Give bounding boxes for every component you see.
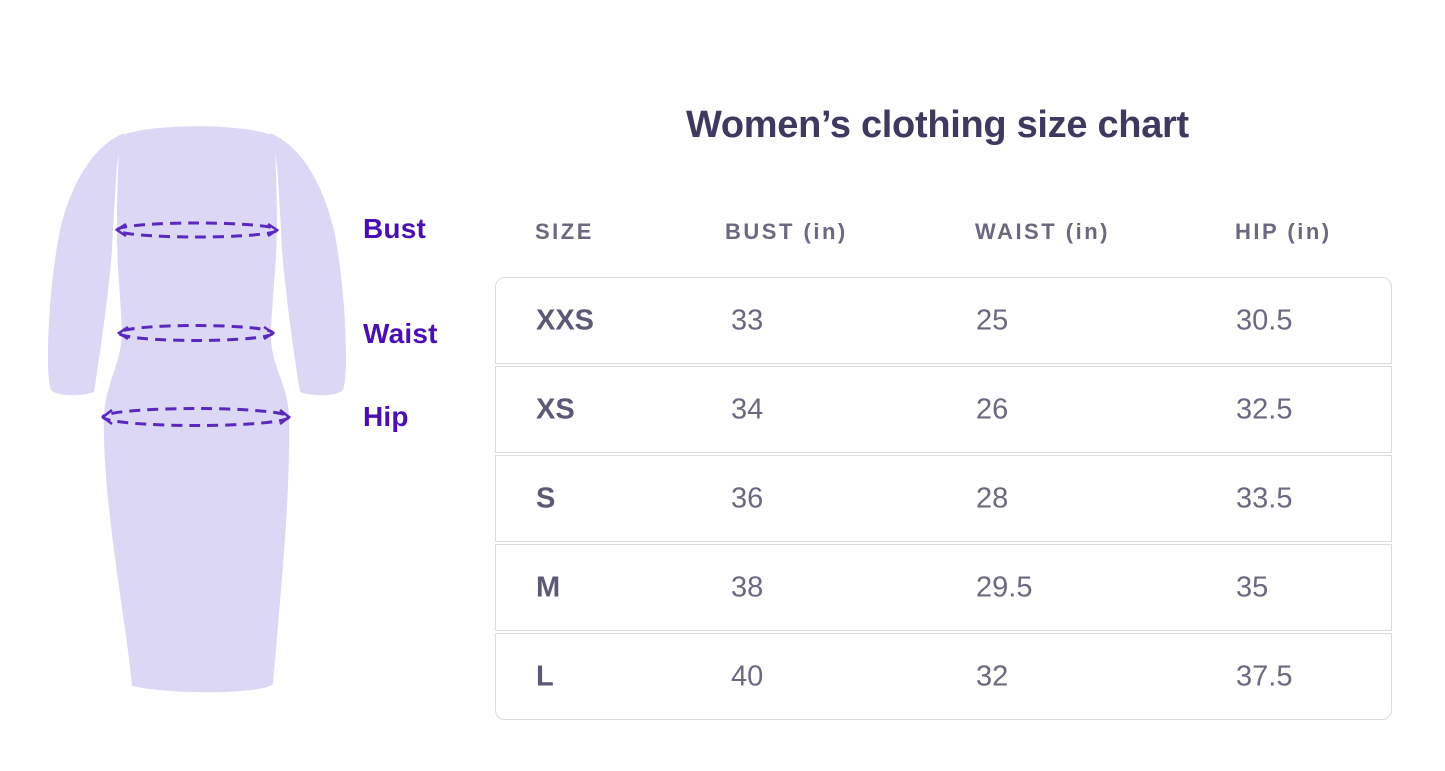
table-row-s: S 36 28 33.5 bbox=[495, 455, 1392, 542]
waist-value: 32 bbox=[976, 660, 1009, 692]
size-value: XXS bbox=[536, 304, 595, 336]
table-header-row: SIZE BUST (in) WAIST (in) HIP (in) bbox=[495, 219, 1392, 249]
hip-label: Hip bbox=[363, 401, 409, 432]
size-table: XXS 33 25 30.5 XS 34 26 32.5 S 36 28 33.… bbox=[495, 277, 1392, 720]
bust-value: 36 bbox=[731, 482, 764, 514]
bust-label: Bust bbox=[363, 213, 427, 244]
hip-value: 37.5 bbox=[1236, 660, 1293, 692]
waist-value: 28 bbox=[976, 482, 1009, 514]
hip-value: 30.5 bbox=[1236, 304, 1293, 336]
dress-sleeve-left bbox=[48, 133, 124, 396]
dress-sleeve-right bbox=[270, 133, 346, 396]
size-value: M bbox=[536, 571, 561, 603]
waist-value: 25 bbox=[976, 304, 1009, 336]
dress-body bbox=[103, 126, 290, 693]
page-title: Women’s clothing size chart bbox=[686, 104, 1189, 146]
bust-value: 38 bbox=[731, 571, 764, 603]
column-header-waist: WAIST (in) bbox=[975, 219, 1110, 244]
size-value: L bbox=[536, 660, 554, 692]
hip-value: 33.5 bbox=[1236, 482, 1293, 514]
table-row-xs: XS 34 26 32.5 bbox=[495, 366, 1392, 453]
hip-value: 35 bbox=[1236, 571, 1269, 603]
table-row-m: M 38 29.5 35 bbox=[495, 544, 1392, 631]
waist-value: 29.5 bbox=[976, 571, 1033, 603]
bust-value: 40 bbox=[731, 660, 764, 692]
waist-value: 26 bbox=[976, 393, 1009, 425]
size-value: XS bbox=[536, 393, 575, 425]
bust-value: 33 bbox=[731, 304, 764, 336]
column-header-hip: HIP (in) bbox=[1235, 219, 1332, 244]
size-value: S bbox=[536, 482, 556, 514]
waist-measure-ellipse bbox=[116, 324, 276, 342]
dress-illustration bbox=[48, 126, 346, 693]
bust-measure-ellipse bbox=[114, 221, 280, 239]
column-header-bust: BUST (in) bbox=[725, 219, 848, 244]
table-row-l: L 40 32 37.5 bbox=[495, 633, 1392, 720]
table-row-xxs: XXS 33 25 30.5 bbox=[495, 277, 1392, 364]
column-header-size: SIZE bbox=[535, 219, 594, 244]
hip-measure-ellipse bbox=[100, 407, 292, 427]
waist-label: Waist bbox=[363, 318, 438, 349]
hip-value: 32.5 bbox=[1236, 393, 1293, 425]
bust-value: 34 bbox=[731, 393, 764, 425]
